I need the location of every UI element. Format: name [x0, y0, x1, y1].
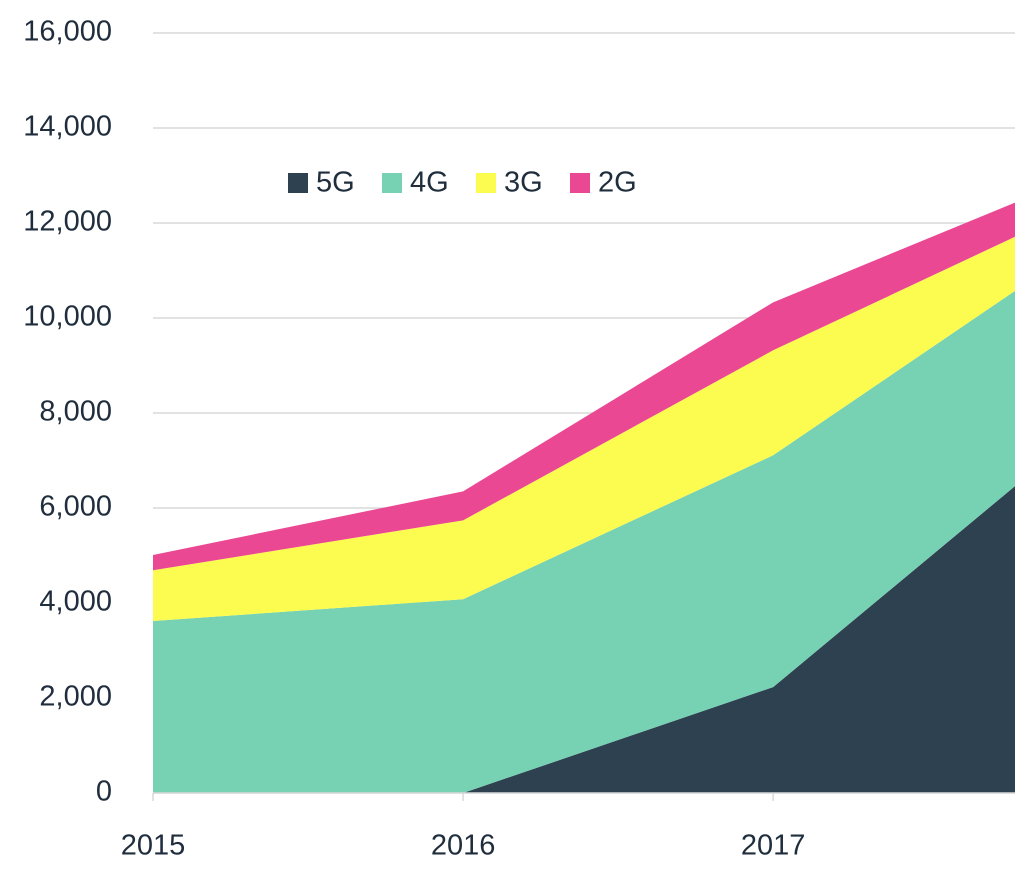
- area: [153, 202, 1015, 571]
- y-tick-label: 4,000: [39, 586, 112, 618]
- y-tick-label: 0: [96, 776, 112, 808]
- legend-swatch: [288, 173, 308, 193]
- y-tick-label: 12,000: [23, 206, 112, 238]
- legend-label: 4G: [410, 167, 449, 199]
- x-tick-label: 2016: [431, 830, 496, 862]
- area: [153, 290, 1015, 793]
- legend-swatch: [476, 173, 496, 193]
- y-tick-label: 2,000: [39, 681, 112, 713]
- legend-label: 3G: [504, 167, 543, 199]
- legend-swatch: [570, 173, 590, 193]
- y-tick-label: 14,000: [23, 111, 112, 143]
- area: [153, 236, 1015, 622]
- legend-swatch: [382, 173, 402, 193]
- x-tick-label: 2017: [741, 830, 806, 862]
- legend-label: 2G: [598, 167, 637, 199]
- y-tick-label: 10,000: [23, 301, 112, 333]
- area: [153, 486, 1015, 793]
- y-tick-label: 6,000: [39, 491, 112, 523]
- x-tick-label: 2015: [121, 830, 186, 862]
- y-tick-label: 8,000: [39, 396, 112, 428]
- legend-label: 5G: [316, 167, 355, 199]
- y-tick-label: 16,000: [23, 16, 112, 48]
